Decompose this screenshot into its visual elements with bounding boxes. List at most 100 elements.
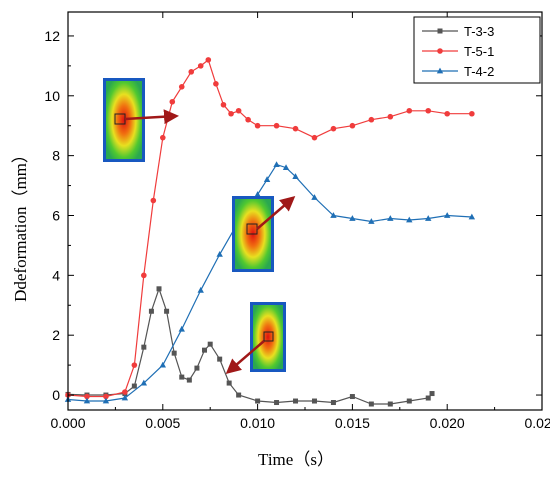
data-point bbox=[197, 286, 204, 293]
data-point bbox=[207, 341, 213, 347]
data-point bbox=[188, 69, 195, 75]
data-point bbox=[368, 116, 375, 123]
data-point bbox=[425, 395, 431, 401]
data-point bbox=[273, 122, 280, 129]
data-point bbox=[444, 212, 451, 218]
data-point bbox=[235, 107, 242, 114]
data-point bbox=[311, 194, 318, 200]
data-point bbox=[169, 98, 176, 105]
fem-inset-t-4-2 bbox=[232, 196, 296, 272]
legend-marker bbox=[437, 48, 443, 54]
data-point bbox=[387, 113, 394, 120]
y-tick-label: 0 bbox=[52, 387, 60, 403]
data-point bbox=[213, 81, 219, 87]
y-tick-label: 4 bbox=[52, 267, 60, 283]
fem-inset-t-5-1 bbox=[103, 78, 179, 162]
data-point bbox=[349, 122, 356, 129]
data-point bbox=[178, 84, 185, 90]
series-layer bbox=[64, 57, 476, 407]
data-point bbox=[468, 213, 476, 220]
data-point bbox=[159, 361, 166, 368]
data-point bbox=[179, 374, 185, 380]
data-point bbox=[197, 63, 204, 69]
data-point bbox=[103, 393, 109, 400]
data-point bbox=[245, 116, 251, 123]
y-tick-label: 10 bbox=[44, 88, 60, 104]
data-point bbox=[406, 216, 413, 223]
fem-inset-t-3-3 bbox=[225, 302, 286, 374]
data-point bbox=[387, 401, 393, 407]
x-tick-label: 0.020 bbox=[430, 415, 465, 431]
data-point bbox=[254, 122, 261, 129]
data-point bbox=[226, 380, 232, 386]
x-tick-label: 0.005 bbox=[145, 415, 180, 431]
data-point bbox=[141, 272, 147, 279]
data-point bbox=[228, 110, 234, 117]
axes: 0.000 0.005 0.010 0.015 0.020 0.025 0 2 4 6 8 10 12 bbox=[44, 11, 550, 431]
y-tick-label: 2 bbox=[52, 327, 60, 343]
legend-label: T-5-1 bbox=[464, 44, 494, 59]
data-point bbox=[425, 107, 432, 114]
data-point bbox=[194, 365, 200, 371]
legend-label: T-4-2 bbox=[464, 64, 494, 79]
data-point bbox=[330, 212, 337, 218]
series-line bbox=[67, 58, 472, 398]
data-point bbox=[131, 362, 138, 368]
data-point bbox=[429, 391, 435, 397]
data-point bbox=[102, 397, 110, 404]
data-point bbox=[178, 325, 185, 332]
data-point bbox=[220, 101, 227, 108]
legend-marker bbox=[436, 67, 444, 74]
data-point bbox=[330, 400, 336, 406]
data-point bbox=[140, 379, 148, 386]
data-point bbox=[292, 173, 299, 179]
x-tick-label: 0.000 bbox=[50, 415, 85, 431]
data-point bbox=[202, 347, 208, 353]
data-point bbox=[406, 398, 412, 404]
data-point bbox=[368, 218, 375, 224]
data-point bbox=[236, 392, 242, 398]
data-point bbox=[186, 377, 192, 383]
data-point bbox=[131, 383, 137, 389]
data-point bbox=[292, 125, 299, 132]
data-point bbox=[282, 164, 290, 171]
legend-marker bbox=[437, 28, 443, 34]
data-point bbox=[171, 350, 177, 356]
data-point bbox=[216, 250, 223, 257]
y-tick-label: 8 bbox=[52, 148, 60, 164]
data-point bbox=[83, 397, 91, 404]
data-point bbox=[205, 57, 212, 63]
data-point bbox=[160, 134, 166, 141]
data-point bbox=[254, 191, 261, 197]
data-point bbox=[84, 393, 90, 400]
data-point bbox=[330, 125, 337, 132]
data-point bbox=[122, 389, 128, 395]
y-tick-label: 6 bbox=[52, 207, 60, 223]
data-point bbox=[150, 197, 157, 204]
x-tick-label: 0.010 bbox=[240, 415, 275, 431]
legend-label: T-3-3 bbox=[464, 24, 494, 39]
data-point bbox=[349, 215, 356, 221]
data-point bbox=[469, 110, 475, 117]
data-point bbox=[406, 107, 413, 114]
data-point bbox=[311, 134, 318, 141]
data-point bbox=[263, 176, 271, 182]
data-point bbox=[156, 286, 162, 292]
data-point bbox=[274, 400, 280, 406]
x-tick-label: 0.015 bbox=[335, 415, 370, 431]
series-line bbox=[67, 163, 472, 402]
data-point bbox=[273, 161, 280, 168]
data-point bbox=[121, 394, 129, 401]
data-point bbox=[141, 344, 147, 350]
data-point bbox=[444, 110, 451, 117]
data-point bbox=[164, 308, 170, 314]
legend: T-3-3 T-5-1 T-4-2 bbox=[413, 16, 541, 84]
series-t-4-2 bbox=[64, 161, 476, 404]
data-point bbox=[293, 398, 299, 404]
data-point bbox=[368, 401, 374, 407]
data-point bbox=[349, 394, 355, 400]
data-point bbox=[217, 356, 223, 362]
data-point bbox=[425, 215, 432, 221]
data-point bbox=[311, 398, 317, 404]
